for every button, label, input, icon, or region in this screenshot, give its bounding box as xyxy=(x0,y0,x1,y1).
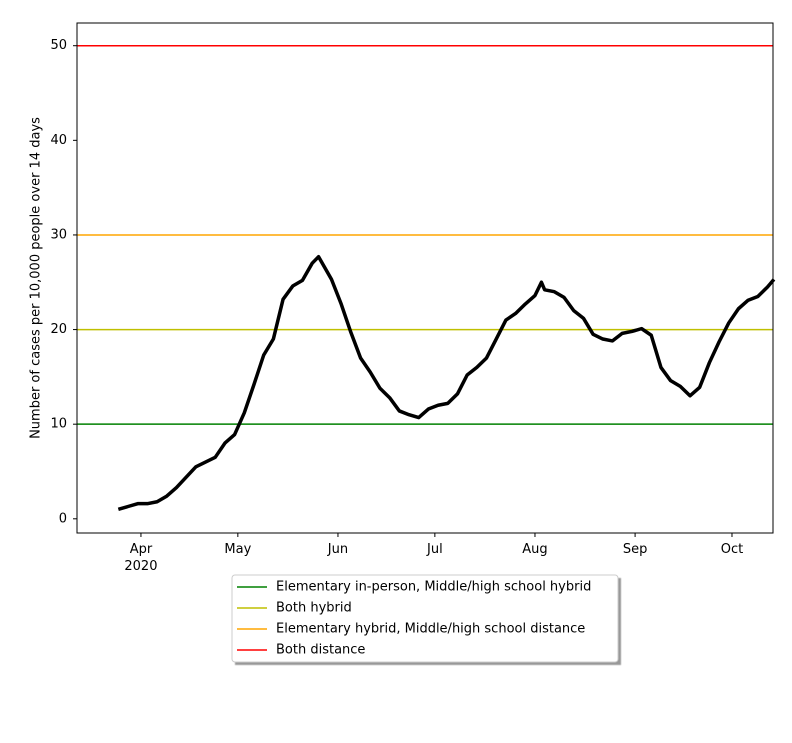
y-tick-label: 0 xyxy=(59,511,67,526)
x-tick-label: Aug xyxy=(522,542,547,557)
x-tick-label: Jun xyxy=(327,542,348,557)
x-tick-label: Sep xyxy=(623,542,648,557)
plot-frame xyxy=(76,22,774,534)
y-tick-label: 10 xyxy=(50,417,67,432)
x-tick-label: Jul xyxy=(426,542,443,557)
legend-label: Both distance xyxy=(276,643,365,658)
data-line xyxy=(117,254,776,512)
x-tick-label: May xyxy=(224,542,251,557)
legend-label: Both hybrid xyxy=(276,601,352,616)
x-tick-label: Apr 2020 xyxy=(124,542,157,574)
y-tick-label: 50 xyxy=(50,38,67,53)
legend xyxy=(231,574,619,663)
y-axis-label: Number of cases per 10,000 people over 1… xyxy=(29,117,44,439)
y-tick-label: 40 xyxy=(50,133,67,148)
legend-label: Elementary in-person, Middle/high school… xyxy=(276,580,591,595)
y-tick-label: 30 xyxy=(50,227,67,242)
x-tick-label: Oct xyxy=(721,542,743,557)
legend-label: Elementary hybrid, Middle/high school di… xyxy=(276,622,585,637)
y-tick-label: 20 xyxy=(50,322,67,337)
